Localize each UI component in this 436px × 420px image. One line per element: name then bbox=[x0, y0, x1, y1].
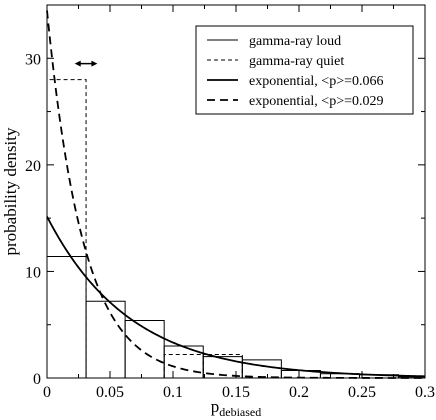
x-tick-label-1: 0.05 bbox=[96, 384, 124, 401]
x-tick-label-3: 0.15 bbox=[222, 384, 250, 401]
y-tick-label-2: 20 bbox=[25, 158, 41, 175]
legend-entry-3: exponential, <p>=0.029 bbox=[207, 94, 384, 109]
legend-entry-1: gamma-ray quiet bbox=[207, 54, 344, 69]
histogram-bar-series-0-bin-5 bbox=[241, 359, 282, 378]
legend-label-1: gamma-ray quiet bbox=[249, 54, 344, 69]
exponential-curve-series-2 bbox=[46, 216, 426, 378]
legend-label-3: exponential, <p>=0.029 bbox=[249, 94, 384, 109]
x-tick-label-0: 0 bbox=[43, 384, 51, 401]
legend: gamma-ray loud gamma-ray quiet exponential… bbox=[195, 25, 414, 115]
y-tick-label-3: 30 bbox=[25, 51, 41, 68]
arrow-head-right bbox=[91, 60, 98, 67]
x-axis-label: pdebiased bbox=[211, 397, 261, 419]
y-tick-label-0: 0 bbox=[33, 371, 41, 388]
arrow-head-left bbox=[74, 60, 81, 67]
histogram-bar-series-0-bin-0 bbox=[46, 256, 87, 378]
legend-box bbox=[195, 25, 414, 115]
histogram-bar-series-0-bin-1 bbox=[85, 300, 126, 378]
axis-ticks: 0 0.05 0.1 0.15 0.2 0.25 0.3 0 10 20 30 bbox=[25, 5, 435, 401]
legend-entry-2: exponential, <p>=0.066 bbox=[207, 74, 384, 89]
annotation-double-arrow-0 bbox=[74, 60, 98, 67]
histogram-bar-series-1-bin-3 bbox=[163, 354, 204, 378]
legend-label-0: gamma-ray loud bbox=[249, 34, 341, 49]
legend-label-2: exponential, <p>=0.066 bbox=[249, 74, 384, 89]
x-tick-label-2: 0.1 bbox=[163, 384, 183, 401]
x-axis-label-main: p bbox=[211, 397, 220, 416]
y-tick-label-1: 10 bbox=[25, 264, 41, 281]
x-axis-label-subscript: debiased bbox=[219, 405, 261, 419]
x-tick-label-6: 0.3 bbox=[415, 384, 435, 401]
x-tick-label-5: 0.25 bbox=[348, 384, 376, 401]
histogram-bar-series-1-bin-4 bbox=[202, 354, 243, 378]
y-axis-label: probability density bbox=[1, 127, 20, 255]
x-tick-label-4: 0.2 bbox=[289, 384, 309, 401]
legend-entry-0: gamma-ray loud bbox=[207, 34, 341, 49]
